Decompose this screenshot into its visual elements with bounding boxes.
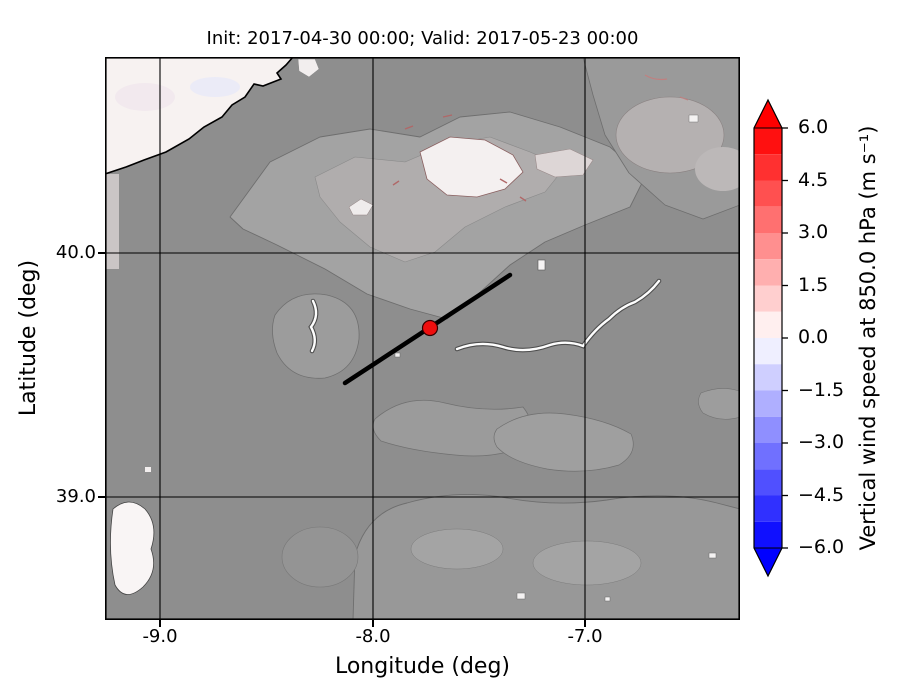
colorbar-tick-label: 0.0 [798,326,829,348]
colorbar-tick-marks [782,127,788,549]
colorbar-gradient [754,100,782,576]
graticule [105,57,740,620]
y-tick-label: 40.0 [55,242,96,263]
colorbar-tick-label: −1.5 [798,379,845,401]
coastal-water-patch [110,501,155,595]
coastline [105,57,294,175]
x-tick-label: -9.0 [142,626,178,647]
updraft-speckles [392,74,689,202]
colorbar [753,98,788,578]
high-peaks [297,58,717,602]
colorbar-label: Vertical wind speed at 850.0 hPa (m s⁻¹) [856,125,880,551]
location-marker [421,319,439,337]
x-axis-label: Longitude (deg) [334,654,511,679]
river-valleys [308,278,662,354]
colorbar-tick-label: −6.0 [798,536,845,558]
map-plot [105,57,740,620]
y-tick-label: 39.0 [55,486,96,507]
colorbar-tick-label: −3.0 [798,431,845,453]
y-tick-mark [98,496,105,498]
x-tick-mark [372,620,374,627]
colorbar-tick-label: 6.0 [798,116,829,138]
x-tick-label: -7.0 [567,626,603,647]
colorbar-tick-label: 1.5 [798,274,829,296]
plot-title: Init: 2017-04-30 00:00; Valid: 2017-05-2… [206,28,639,49]
x-tick-label: -8.0 [355,626,391,647]
y-tick-mark [98,252,105,254]
colorbar-tick-label: 3.0 [798,221,829,243]
y-axis-label: Latitude (deg) [16,259,41,417]
colorbar-tick-label: 4.5 [798,169,829,191]
plot-frame [105,57,740,620]
colorbar-tick-label: −4.5 [798,484,845,506]
x-tick-mark [159,620,161,627]
x-tick-mark [584,620,586,627]
